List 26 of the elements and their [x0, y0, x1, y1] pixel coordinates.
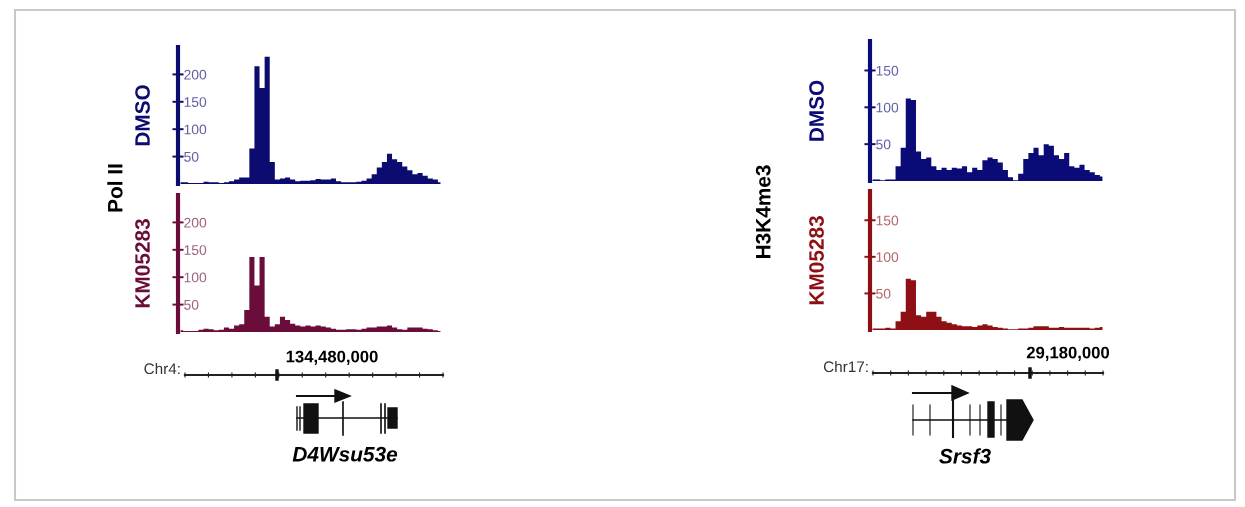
text: Chr17:: [823, 360, 868, 373]
y-tick-label: 150: [876, 215, 899, 226]
text: Chr4:: [144, 362, 180, 375]
text: Srsf3: [939, 448, 991, 464]
y-axis-title: DMSO: [809, 80, 824, 141]
y-tick-label: 50: [876, 139, 891, 150]
text: H3K4me3: [755, 165, 771, 259]
y-axis-title: KM05283: [135, 219, 150, 308]
y-tick-label: 100: [876, 102, 899, 113]
text: D4Wsu53e: [292, 446, 398, 462]
y-tick-label: 150: [184, 97, 207, 107]
y-tick-label: 100: [184, 124, 207, 135]
y-axis-title: DMSO: [135, 85, 150, 146]
y-tick-label: 50: [876, 288, 891, 299]
y-axis-title: KM05283: [809, 216, 824, 305]
y-tick-label: 200: [184, 69, 207, 80]
y-tick-label: 50: [184, 151, 199, 162]
y-tick-label: 200: [184, 217, 207, 228]
text: 134,480,000: [286, 350, 378, 365]
text: Pol II: [107, 164, 123, 212]
text: 29,180,000: [1026, 346, 1110, 361]
y-tick-label: 100: [876, 252, 899, 263]
y-tick-label: 150: [876, 65, 899, 76]
y-tick-label: 100: [184, 272, 207, 283]
y-tick-label: 50: [184, 299, 199, 310]
y-tick-label: 150: [184, 245, 207, 255]
